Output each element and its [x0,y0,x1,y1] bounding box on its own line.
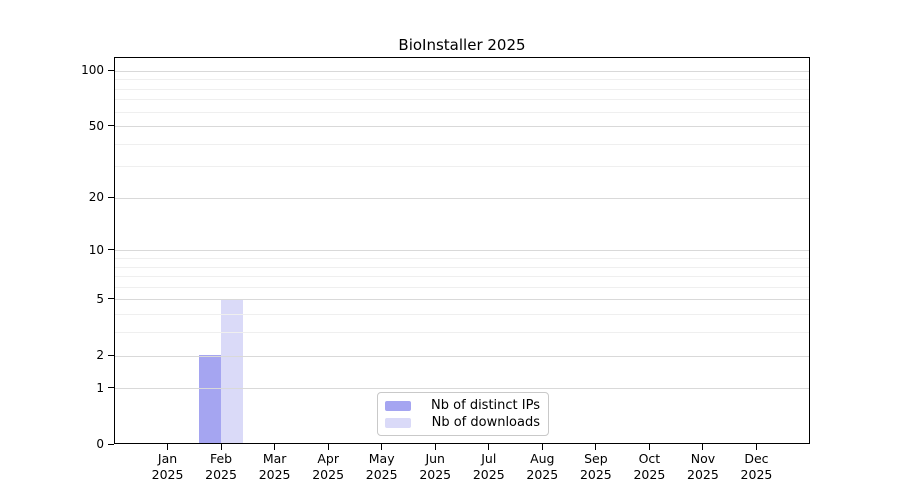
x-tick-label: Aug 2025 [526,451,559,482]
x-axis-tick [167,444,169,450]
y-grid-minor [115,99,809,101]
x-tick-label: May 2025 [365,451,398,482]
y-grid-major [115,126,809,128]
bar-feb-2025-s0 [199,355,222,443]
y-grid-minor [115,79,809,81]
x-axis-tick [541,444,543,450]
y-grid-major [115,70,809,72]
x-axis-tick [595,444,597,450]
legend-swatch-distinct-ips [385,400,411,411]
legend-label-distinct-ips: Nb of distinct IPs [431,398,540,413]
x-tick-label: Sep 2025 [579,451,612,482]
x-tick-label: Apr 2025 [312,451,345,482]
y-grid-minor [115,286,809,288]
y-tick-label: 2 [96,348,104,363]
legend-item-downloads: Nb of downloads [385,414,540,431]
x-axis-tick [488,444,490,450]
chart-title: BioInstaller 2025 [398,36,526,54]
y-tick-label: 100 [81,63,104,78]
x-tick-label: Jul 2025 [472,451,505,482]
y-tick-label: 20 [88,190,104,205]
y-grid-minor [115,314,809,316]
x-axis-tick [434,444,436,450]
y-grid-minor [115,258,809,260]
y-grid-major [115,355,809,357]
y-axis-tick [108,196,114,198]
x-axis-tick [381,444,383,450]
y-tick-label: 50 [88,118,104,133]
x-tick-label: Jun 2025 [419,451,452,482]
y-grid-major [115,250,809,252]
y-axis-tick [108,443,114,445]
y-grid-major [115,388,809,390]
x-axis-tick [274,444,276,450]
y-grid-major [115,197,809,199]
y-tick-label: 5 [96,291,104,306]
x-axis-tick [648,444,650,450]
y-axis-tick [108,125,114,127]
x-tick-label: Jan 2025 [151,451,184,482]
y-axis-tick [108,298,114,300]
y-grid-minor [115,143,809,145]
y-axis-tick [108,387,114,389]
y-grid-minor [115,276,809,278]
legend-label-downloads: Nb of downloads [431,415,540,430]
y-axis-tick [108,354,114,356]
y-axis-tick [108,249,114,251]
y-grid-minor [115,332,809,334]
y-tick-label: 10 [88,242,104,257]
x-tick-label: Nov 2025 [687,451,719,482]
bar-feb-2025-s1 [221,298,244,443]
x-axis-tick [220,444,222,450]
legend-item-distinct-ips: Nb of distinct IPs [385,397,540,414]
x-axis-tick [327,444,329,450]
legend-swatch-downloads [385,417,411,428]
x-tick-label: Dec 2025 [740,451,773,482]
x-axis-tick [755,444,757,450]
y-axis-tick [108,69,114,71]
x-tick-label: Mar 2025 [258,451,291,482]
y-grid-minor [115,266,809,268]
x-tick-label: Oct 2025 [633,451,666,482]
x-tick-label: Feb 2025 [205,451,237,482]
y-tick-label: 1 [96,380,104,395]
x-axis-tick [702,444,704,450]
y-grid-minor [115,111,809,113]
y-grid-minor [115,88,809,90]
y-tick-label: 0 [96,437,104,451]
y-grid-minor [115,166,809,168]
y-grid-major [115,299,809,301]
plot-area [114,57,810,444]
legend: Nb of distinct IPs Nb of downloads [377,392,549,436]
